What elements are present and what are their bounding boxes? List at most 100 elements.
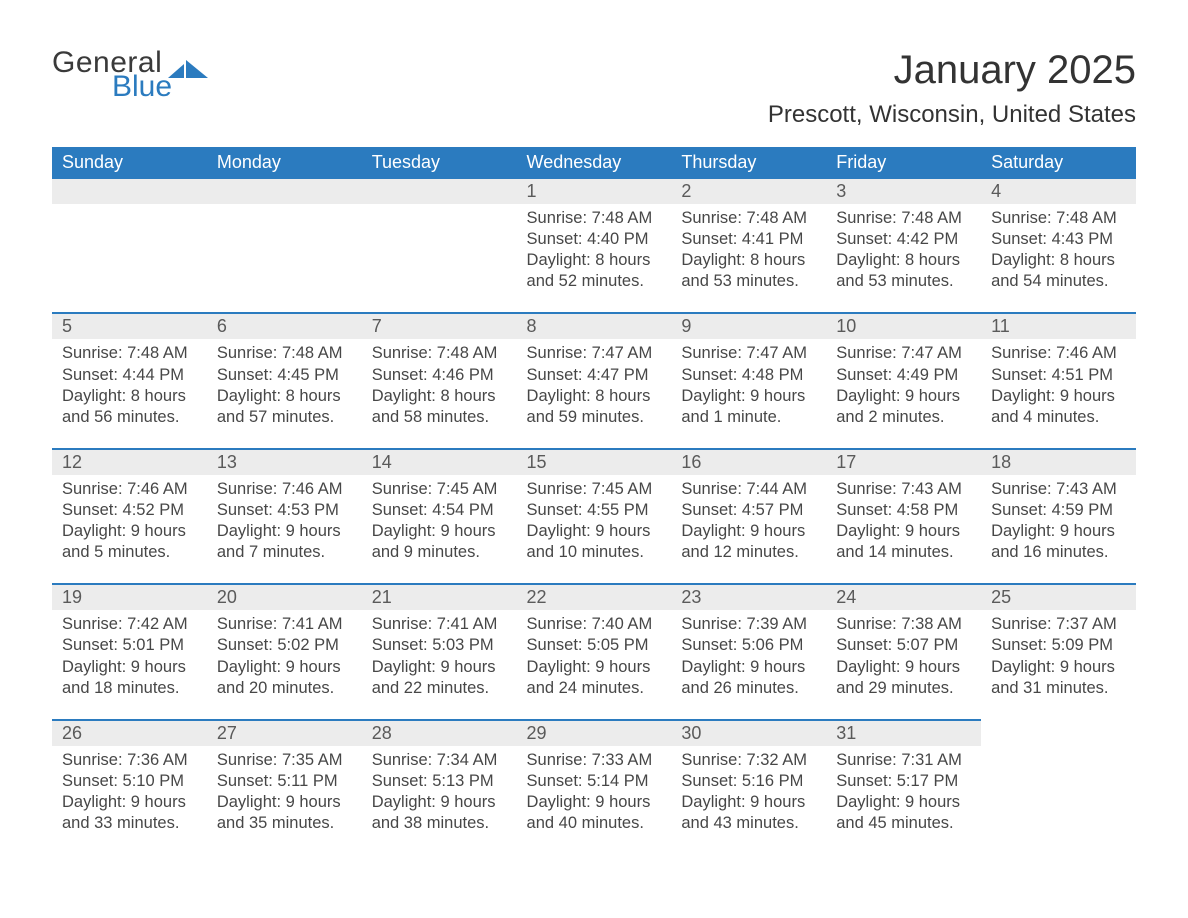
sunrise-line: Sunrise: 7:31 AM [836,750,971,771]
day-number: 4 [981,179,1136,204]
weekday-header: Monday [207,147,362,179]
day-number: 15 [517,450,672,475]
day-details: Sunrise: 7:47 AMSunset: 4:49 PMDaylight:… [826,339,981,427]
day-details: Sunrise: 7:41 AMSunset: 5:03 PMDaylight:… [362,610,517,698]
sunset-line: Sunset: 4:46 PM [372,365,507,386]
day-number [52,179,207,204]
brand-line2: Blue [112,72,208,102]
sunrise-line: Sunrise: 7:46 AM [991,343,1126,364]
location-subtitle: Prescott, Wisconsin, United States [768,101,1136,129]
calendar-cell: 10Sunrise: 7:47 AMSunset: 4:49 PMDayligh… [826,313,981,448]
day-details: Sunrise: 7:47 AMSunset: 4:47 PMDaylight:… [517,339,672,427]
day-details: Sunrise: 7:48 AMSunset: 4:42 PMDaylight:… [826,204,981,292]
day-number: 21 [362,585,517,610]
day-number: 28 [362,721,517,746]
sunrise-line: Sunrise: 7:48 AM [836,208,971,229]
sunset-line: Sunset: 4:49 PM [836,365,971,386]
sunset-line: Sunset: 4:47 PM [527,365,662,386]
sunrise-line: Sunrise: 7:48 AM [681,208,816,229]
day-details: Sunrise: 7:39 AMSunset: 5:06 PMDaylight:… [671,610,826,698]
day-details: Sunrise: 7:36 AMSunset: 5:10 PMDaylight:… [52,746,207,834]
daylight-line: Daylight: 8 hours and 59 minutes. [527,386,662,428]
daylight-line: Daylight: 9 hours and 40 minutes. [527,792,662,834]
day-details [981,745,1136,825]
calendar-cell [207,179,362,313]
weekday-header: Tuesday [362,147,517,179]
sunset-line: Sunset: 5:11 PM [217,771,352,792]
calendar-cell [52,179,207,313]
sunrise-line: Sunrise: 7:32 AM [681,750,816,771]
day-details: Sunrise: 7:46 AMSunset: 4:51 PMDaylight:… [981,339,1136,427]
daylight-line: Daylight: 9 hours and 31 minutes. [991,657,1126,699]
day-number [207,179,362,204]
sunrise-line: Sunrise: 7:48 AM [217,343,352,364]
daylight-line: Daylight: 9 hours and 16 minutes. [991,521,1126,563]
weekday-header: Sunday [52,147,207,179]
daylight-line: Daylight: 8 hours and 54 minutes. [991,250,1126,292]
day-details: Sunrise: 7:45 AMSunset: 4:54 PMDaylight:… [362,475,517,563]
day-details: Sunrise: 7:31 AMSunset: 5:17 PMDaylight:… [826,746,981,834]
calendar-cell: 22Sunrise: 7:40 AMSunset: 5:05 PMDayligh… [517,584,672,719]
sunrise-line: Sunrise: 7:34 AM [372,750,507,771]
daylight-line: Daylight: 8 hours and 53 minutes. [681,250,816,292]
calendar-cell: 15Sunrise: 7:45 AMSunset: 4:55 PMDayligh… [517,449,672,584]
daylight-line: Daylight: 9 hours and 9 minutes. [372,521,507,563]
calendar-row: 26Sunrise: 7:36 AMSunset: 5:10 PMDayligh… [52,720,1136,854]
calendar-cell: 9Sunrise: 7:47 AMSunset: 4:48 PMDaylight… [671,313,826,448]
calendar-cell: 6Sunrise: 7:48 AMSunset: 4:45 PMDaylight… [207,313,362,448]
calendar-row: 5Sunrise: 7:48 AMSunset: 4:44 PMDaylight… [52,313,1136,448]
calendar-cell: 11Sunrise: 7:46 AMSunset: 4:51 PMDayligh… [981,313,1136,448]
daylight-line: Daylight: 9 hours and 14 minutes. [836,521,971,563]
weekday-header: Thursday [671,147,826,179]
month-title: January 2025 [768,48,1136,93]
day-number: 10 [826,314,981,339]
sunset-line: Sunset: 4:59 PM [991,500,1126,521]
day-number: 17 [826,450,981,475]
sunrise-line: Sunrise: 7:48 AM [991,208,1126,229]
sunset-line: Sunset: 4:55 PM [527,500,662,521]
sunset-line: Sunset: 5:13 PM [372,771,507,792]
day-number: 3 [826,179,981,204]
sunset-line: Sunset: 4:44 PM [62,365,197,386]
sunrise-line: Sunrise: 7:40 AM [527,614,662,635]
day-details: Sunrise: 7:37 AMSunset: 5:09 PMDaylight:… [981,610,1136,698]
day-details: Sunrise: 7:40 AMSunset: 5:05 PMDaylight:… [517,610,672,698]
calendar-table: Sunday Monday Tuesday Wednesday Thursday… [52,147,1136,854]
day-number: 16 [671,450,826,475]
daylight-line: Daylight: 9 hours and 5 minutes. [62,521,197,563]
day-details: Sunrise: 7:47 AMSunset: 4:48 PMDaylight:… [671,339,826,427]
calendar-cell: 25Sunrise: 7:37 AMSunset: 5:09 PMDayligh… [981,584,1136,719]
day-number: 1 [517,179,672,204]
calendar-cell: 1Sunrise: 7:48 AMSunset: 4:40 PMDaylight… [517,179,672,313]
weekday-header: Wednesday [517,147,672,179]
day-details: Sunrise: 7:48 AMSunset: 4:40 PMDaylight:… [517,204,672,292]
calendar-cell: 30Sunrise: 7:32 AMSunset: 5:16 PMDayligh… [671,720,826,854]
daylight-line: Daylight: 9 hours and 29 minutes. [836,657,971,699]
day-details: Sunrise: 7:48 AMSunset: 4:43 PMDaylight:… [981,204,1136,292]
day-details: Sunrise: 7:34 AMSunset: 5:13 PMDaylight:… [362,746,517,834]
day-details: Sunrise: 7:41 AMSunset: 5:02 PMDaylight:… [207,610,362,698]
day-number: 20 [207,585,362,610]
day-number: 6 [207,314,362,339]
day-number: 14 [362,450,517,475]
sunrise-line: Sunrise: 7:45 AM [527,479,662,500]
sunset-line: Sunset: 4:58 PM [836,500,971,521]
day-number [362,179,517,204]
day-number: 12 [52,450,207,475]
day-details: Sunrise: 7:48 AMSunset: 4:45 PMDaylight:… [207,339,362,427]
daylight-line: Daylight: 9 hours and 18 minutes. [62,657,197,699]
daylight-line: Daylight: 9 hours and 35 minutes. [217,792,352,834]
daylight-line: Daylight: 9 hours and 33 minutes. [62,792,197,834]
day-details: Sunrise: 7:33 AMSunset: 5:14 PMDaylight:… [517,746,672,834]
calendar-cell: 16Sunrise: 7:44 AMSunset: 4:57 PMDayligh… [671,449,826,584]
sunrise-line: Sunrise: 7:38 AM [836,614,971,635]
calendar-row: 12Sunrise: 7:46 AMSunset: 4:52 PMDayligh… [52,449,1136,584]
calendar-cell: 14Sunrise: 7:45 AMSunset: 4:54 PMDayligh… [362,449,517,584]
sunset-line: Sunset: 4:57 PM [681,500,816,521]
calendar-cell: 8Sunrise: 7:47 AMSunset: 4:47 PMDaylight… [517,313,672,448]
daylight-line: Daylight: 9 hours and 20 minutes. [217,657,352,699]
daylight-line: Daylight: 9 hours and 26 minutes. [681,657,816,699]
calendar-cell: 4Sunrise: 7:48 AMSunset: 4:43 PMDaylight… [981,179,1136,313]
sunrise-line: Sunrise: 7:41 AM [217,614,352,635]
sunset-line: Sunset: 5:02 PM [217,635,352,656]
